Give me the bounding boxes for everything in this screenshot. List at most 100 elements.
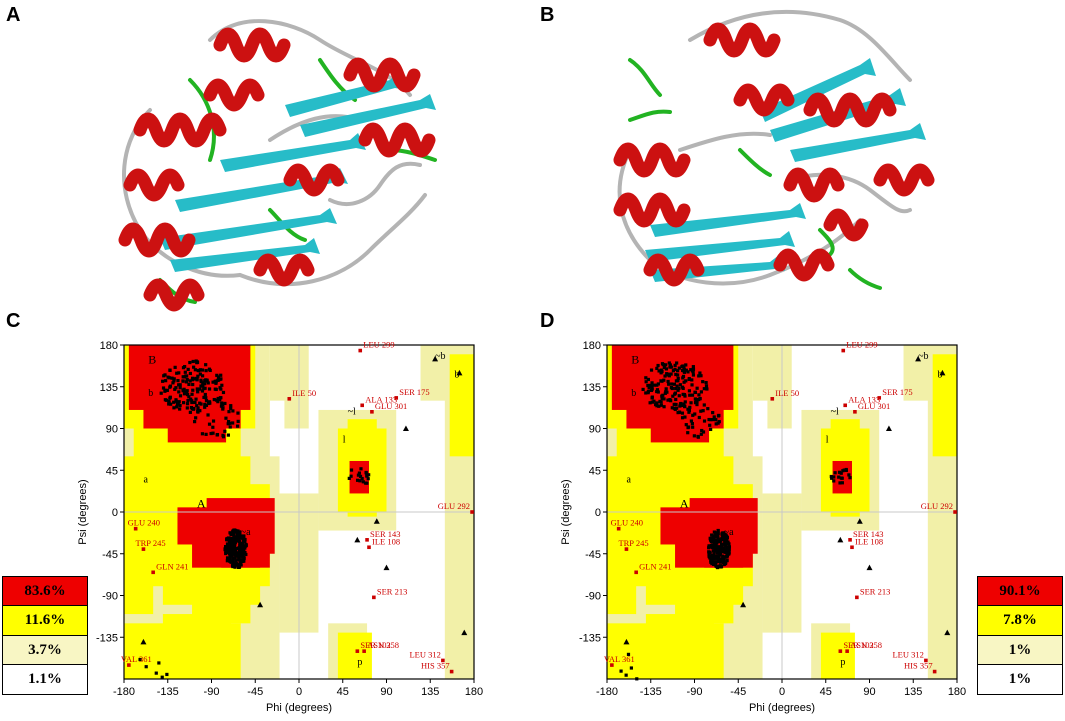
- residue-point: [183, 374, 188, 378]
- residue-label: LEU 312: [892, 649, 923, 659]
- y-tick-label: 135: [100, 382, 118, 394]
- residue-point: [215, 373, 219, 377]
- residue-point: [709, 427, 713, 432]
- residue-point: [704, 380, 708, 385]
- residue-point: [191, 388, 195, 392]
- residue-point: [693, 412, 697, 416]
- residue-point: [347, 476, 351, 480]
- legend-disallowed-percentage: 1.1%: [2, 664, 88, 695]
- residue-point: [714, 531, 718, 535]
- residue-point: [163, 388, 167, 392]
- residue-label: ILE 108: [855, 536, 883, 546]
- residue-point: [172, 400, 176, 404]
- residue-point: [225, 556, 230, 560]
- residue-point: [680, 411, 685, 415]
- residue-point: [201, 381, 205, 385]
- x-tick-label: -90: [204, 686, 220, 698]
- residue-point: [716, 534, 720, 538]
- residue-point: [229, 406, 233, 410]
- residue-point: [687, 389, 692, 393]
- residue-point: [832, 475, 836, 479]
- residue-point: [648, 401, 652, 405]
- allowed-region: [449, 354, 474, 457]
- residue-point: [227, 536, 232, 540]
- residue-point: [171, 381, 175, 385]
- residue-point: [629, 666, 633, 670]
- glycine-point: [885, 425, 892, 431]
- residue-point: [702, 387, 706, 391]
- residue-point: [686, 370, 690, 374]
- generous-region: [767, 345, 792, 429]
- residue-point: [203, 392, 207, 397]
- region-label: ~b: [918, 351, 928, 362]
- residue-label: SER 213: [377, 586, 407, 596]
- labeled-residue-point: [616, 526, 621, 531]
- legend-allowed-percentage: 7.8%: [977, 605, 1063, 636]
- residue-point: [619, 669, 623, 673]
- residue-point: [692, 434, 696, 438]
- residue-point: [200, 368, 205, 372]
- residue-point: [677, 366, 681, 370]
- residue-point: [717, 420, 721, 424]
- residue-point: [719, 565, 724, 569]
- x-tick-label: 0: [779, 686, 785, 698]
- residue-point: [702, 403, 706, 407]
- residue-point: [715, 538, 719, 543]
- residue-point: [707, 550, 712, 554]
- x-tick-label: -135: [640, 686, 662, 698]
- residue-label: GLU 292: [921, 501, 953, 511]
- residue-point: [193, 400, 197, 405]
- residue-point: [188, 410, 192, 414]
- residue-point: [709, 418, 713, 422]
- residue-point: [216, 375, 221, 379]
- residue-point: [678, 402, 683, 406]
- residue-point: [687, 410, 691, 414]
- residue-point: [663, 391, 667, 395]
- residue-point: [707, 544, 711, 548]
- residue-point: [720, 557, 724, 561]
- residue-point: [159, 391, 163, 395]
- residue-point: [716, 528, 720, 533]
- residue-point: [711, 539, 715, 544]
- x-axis-label: Phi (degrees): [749, 702, 815, 714]
- residue-point: [689, 401, 693, 405]
- residue-label: ILE 50: [292, 388, 316, 398]
- residue-point: [690, 383, 694, 387]
- residue-point: [232, 546, 236, 550]
- residue-point: [176, 402, 180, 406]
- residue-point: [237, 546, 241, 550]
- labeled-residue-point: [367, 545, 371, 550]
- residue-point: [231, 541, 235, 545]
- residue-point: [723, 539, 727, 543]
- residue-point: [710, 545, 714, 549]
- residue-point: [722, 546, 726, 550]
- residue-point: [674, 397, 678, 402]
- residue-point: [181, 379, 185, 383]
- residue-point: [725, 554, 730, 558]
- residue-point: [714, 532, 718, 536]
- residue-point: [161, 379, 165, 383]
- residue-point: [650, 384, 654, 388]
- region-label: b: [938, 369, 943, 380]
- glycine-point: [944, 629, 951, 636]
- residue-point: [694, 398, 698, 402]
- residue-point: [682, 402, 686, 406]
- labeled-residue-point: [924, 658, 928, 663]
- residue-point: [680, 385, 685, 389]
- residue-point: [233, 565, 237, 569]
- residue-point: [191, 382, 195, 387]
- residue-point: [195, 360, 199, 364]
- residue-point: [683, 400, 687, 404]
- residue-point: [162, 374, 166, 378]
- residue-point: [656, 363, 660, 368]
- residue-point: [364, 470, 368, 475]
- residue-point: [237, 553, 241, 557]
- residue-point: [204, 396, 208, 400]
- residue-point: [830, 476, 834, 480]
- residue-point: [196, 406, 200, 410]
- residue-point: [237, 530, 242, 534]
- region-label: a: [143, 474, 148, 485]
- residue-label: GLU 301: [375, 401, 407, 411]
- panel-letter-b: B: [540, 4, 555, 26]
- residue-point: [243, 537, 247, 542]
